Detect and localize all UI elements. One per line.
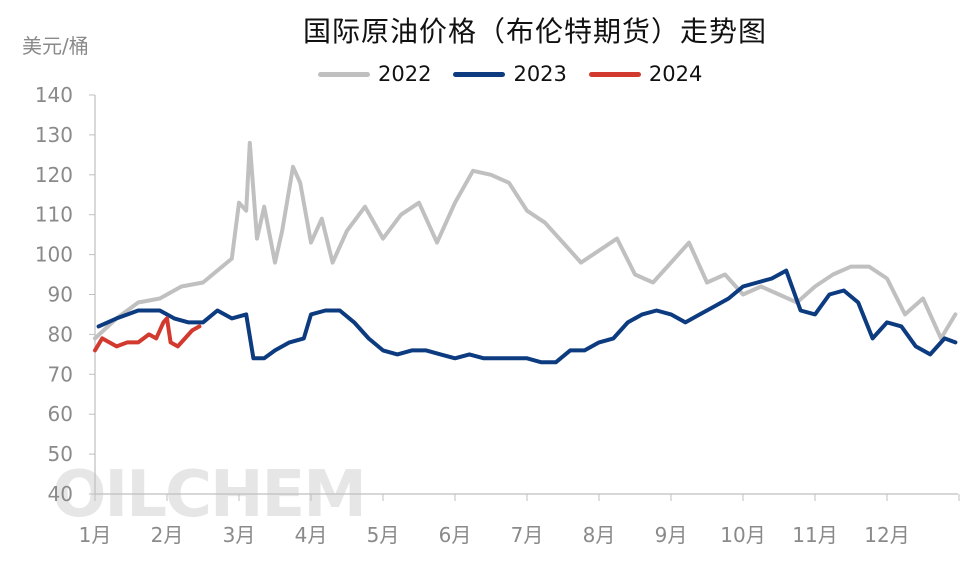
y-tick-label: 40 [48,482,73,506]
x-tick-label: 9月 [655,523,688,547]
legend-item-2022: 2022 [318,62,431,86]
legend-label-2023: 2023 [513,62,567,86]
x-tick-label: 2月 [151,523,184,547]
x-tick-label: 5月 [367,523,400,547]
y-tick-label: 60 [48,402,73,426]
x-tick-label: 10月 [720,523,765,547]
x-tick-label: 1月 [79,523,112,547]
x-tick-label: 3月 [223,523,256,547]
x-tick-label: 6月 [439,523,472,547]
legend-swatch-2024 [588,71,641,77]
legend-item-2023: 2023 [453,62,567,86]
chart-title: 国际原油价格（布伦特期货）走势图 [302,15,767,48]
series-line-2023 [96,268,958,365]
y-tick-label: 110 [35,203,73,227]
x-tick-label: 11月 [792,523,837,547]
y-tick-label: 80 [48,322,73,346]
legend-swatch-2023 [453,71,506,77]
legend-label-2024: 2024 [648,62,703,86]
legend: 2022 2023 2024 [318,62,702,86]
watermark: OILCHEM [52,458,367,532]
watermark-text: OILCHEM [52,458,365,532]
y-tick-label: 120 [35,163,73,187]
series-lines [93,140,958,365]
y-axis-unit: 美元/桶 [22,34,89,58]
y-tick-label: 90 [48,283,73,307]
legend-label-2022: 2022 [378,62,432,86]
y-tick-label: 130 [35,123,73,147]
y-tick-label: 50 [48,442,73,466]
x-tick-label: 12月 [864,523,909,547]
series-line-2024 [93,316,202,353]
x-tick-label: 8月 [583,523,616,547]
y-tick-label: 100 [35,243,73,267]
x-tick-label: 7月 [511,523,544,547]
legend-item-2024: 2024 [588,62,703,86]
legend-swatch-2022 [318,71,370,77]
series-line-2022 [93,140,958,341]
x-tick-label: 4月 [295,523,328,547]
y-tick-label: 70 [48,362,73,386]
y-tick-label: 140 [35,83,73,107]
